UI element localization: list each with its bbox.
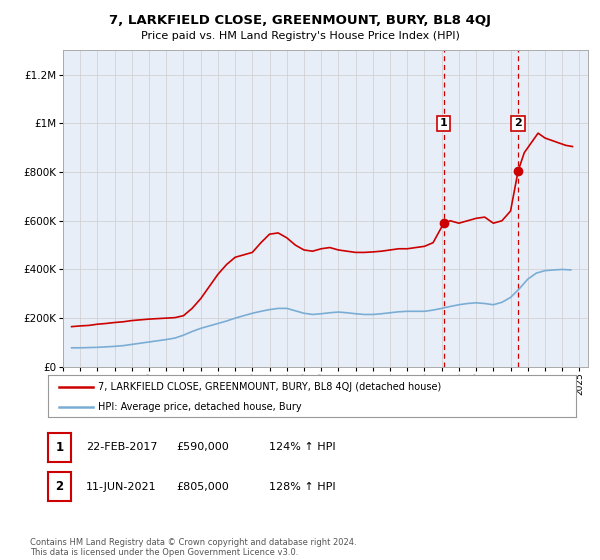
Text: Contains HM Land Registry data © Crown copyright and database right 2024.
This d: Contains HM Land Registry data © Crown c… <box>30 538 356 557</box>
Text: HPI: Average price, detached house, Bury: HPI: Average price, detached house, Bury <box>98 402 302 412</box>
Text: 7, LARKFIELD CLOSE, GREENMOUNT, BURY, BL8 4QJ: 7, LARKFIELD CLOSE, GREENMOUNT, BURY, BL… <box>109 14 491 27</box>
Text: £590,000: £590,000 <box>176 442 229 452</box>
Text: 1: 1 <box>440 118 448 128</box>
Text: 128% ↑ HPI: 128% ↑ HPI <box>269 482 335 492</box>
Text: 2: 2 <box>514 118 522 128</box>
Text: 7, LARKFIELD CLOSE, GREENMOUNT, BURY, BL8 4QJ (detached house): 7, LARKFIELD CLOSE, GREENMOUNT, BURY, BL… <box>98 381 442 391</box>
Text: 11-JUN-2021: 11-JUN-2021 <box>86 482 157 492</box>
Text: £805,000: £805,000 <box>176 482 229 492</box>
Text: 124% ↑ HPI: 124% ↑ HPI <box>269 442 335 452</box>
Text: 1: 1 <box>55 441 64 454</box>
Text: 2: 2 <box>55 480 64 493</box>
Text: Price paid vs. HM Land Registry's House Price Index (HPI): Price paid vs. HM Land Registry's House … <box>140 31 460 41</box>
Text: 22-FEB-2017: 22-FEB-2017 <box>86 442 157 452</box>
